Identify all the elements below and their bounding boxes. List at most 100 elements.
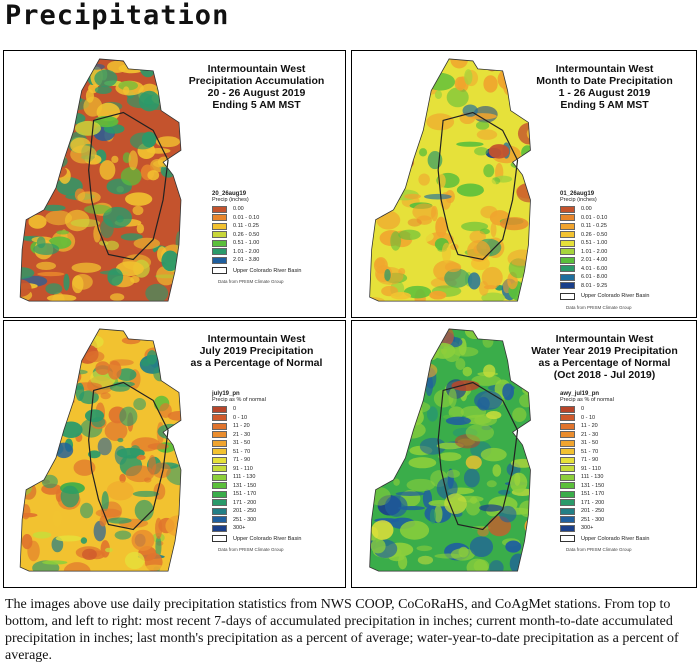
precip-patch	[424, 193, 452, 200]
legend-label: 2.01 - 4.00	[581, 257, 608, 264]
precip-patch	[467, 272, 481, 290]
region-outline	[19, 328, 182, 572]
legend-item: 0 - 10	[212, 414, 342, 423]
precip-patch	[384, 495, 408, 517]
precip-patch	[100, 218, 114, 239]
map-legend: 20_26aug19 Precip (inches) 0.00 0.01 - 0.10…	[212, 191, 342, 284]
legend-label: 31 - 50	[233, 440, 251, 447]
precip-patch	[390, 231, 402, 251]
precip-patch	[369, 396, 374, 412]
basin-outline-swatch	[212, 535, 227, 543]
precip-patch	[28, 89, 52, 107]
precip-patch	[147, 443, 169, 450]
precip-patch	[41, 474, 58, 489]
precip-patch	[386, 413, 417, 431]
precip-patch	[391, 140, 407, 160]
legend-swatch	[212, 482, 227, 490]
legend-label: 71 - 90	[581, 457, 599, 464]
precip-patch	[39, 188, 54, 193]
precip-patch	[382, 111, 393, 134]
precip-patch	[521, 292, 531, 302]
precip-patch	[444, 268, 470, 288]
legend-label: 171 - 200	[581, 499, 605, 506]
precip-patch	[145, 283, 169, 302]
precip-patch	[32, 531, 52, 539]
legend-item: 151 - 170	[212, 490, 342, 499]
upper-colorado-basin-outline	[437, 381, 519, 531]
legend-swatch	[560, 507, 575, 515]
precip-patch	[499, 217, 529, 231]
legend-swatch	[212, 524, 227, 532]
legend-swatch	[560, 499, 575, 507]
precip-patch	[475, 121, 490, 130]
legend-item: 2.01 - 3.80	[212, 256, 342, 265]
precip-patch	[81, 328, 95, 336]
legend-label: 21 - 30	[581, 431, 599, 438]
precip-patch	[99, 160, 116, 180]
precip-patch	[399, 520, 430, 540]
legend-item: 0.00	[560, 205, 690, 214]
precip-patch	[41, 204, 66, 212]
precip-patch	[498, 505, 517, 523]
precip-patch	[489, 560, 504, 572]
precip-patch	[37, 271, 65, 277]
legend-item: 31 - 50	[212, 439, 342, 448]
precip-patch	[119, 406, 138, 427]
precip-patch	[490, 222, 497, 238]
legend-item: 201 - 250	[560, 507, 690, 516]
precip-patch	[418, 173, 430, 186]
precip-patch	[465, 455, 482, 470]
precip-patch	[81, 548, 97, 561]
precip-patch	[116, 215, 124, 223]
precip-patch	[429, 508, 436, 524]
precip-patch	[56, 95, 83, 105]
precip-patch	[375, 63, 383, 83]
precip-patch	[84, 409, 105, 423]
precip-patch	[161, 365, 175, 373]
precip-patch	[419, 61, 442, 75]
precip-patch	[41, 328, 60, 344]
precip-patch	[125, 192, 153, 206]
precip-patch	[404, 61, 426, 69]
precip-patch	[438, 452, 462, 461]
precip-patch	[20, 82, 33, 93]
precip-patch	[56, 230, 69, 235]
map-title-line: as a Percentage of Normal	[190, 357, 323, 369]
legend-item: 251 - 300	[560, 516, 690, 525]
precip-patch	[133, 237, 161, 250]
legend-layer-name: awy_jul19_pn	[560, 391, 600, 397]
precip-patch	[434, 505, 443, 523]
precip-patch	[44, 361, 52, 380]
precip-patch	[115, 261, 144, 277]
precip-map	[369, 58, 531, 302]
precip-patch	[384, 75, 394, 85]
caption: The images above use daily precipitation…	[5, 597, 679, 663]
precip-patch	[111, 155, 119, 164]
precip-patch	[498, 489, 511, 495]
precip-patch	[46, 151, 66, 162]
precip-patch	[488, 144, 510, 159]
precip-patch	[165, 515, 181, 537]
legend-item: 300+	[212, 524, 342, 533]
precip-patch	[463, 468, 480, 488]
precip-patch	[466, 558, 488, 572]
legend-swatch	[212, 256, 227, 264]
legend-swatch	[560, 265, 575, 273]
precip-patch	[59, 421, 83, 439]
precip-patch	[35, 71, 42, 91]
legend-item: 0.51 - 1.00	[560, 239, 690, 248]
legend-swatch	[560, 465, 575, 473]
legend-item: 8.01 - 9.25	[560, 282, 690, 291]
precip-patch	[384, 194, 393, 199]
legend-item: 151 - 170	[560, 490, 690, 499]
precip-patch	[444, 493, 467, 515]
legend-item: 300+	[560, 524, 690, 533]
map-legend: 01_26aug19 Precip (inches) 0.00 0.01 - 0.10…	[560, 191, 690, 310]
precip-patch	[445, 416, 471, 426]
precip-patch	[484, 58, 501, 72]
legend-label: 131 - 150	[581, 482, 605, 489]
precip-patch	[54, 383, 76, 390]
precip-patch	[486, 411, 502, 420]
precip-patch	[450, 243, 459, 251]
legend-item: 201 - 250	[212, 507, 342, 516]
